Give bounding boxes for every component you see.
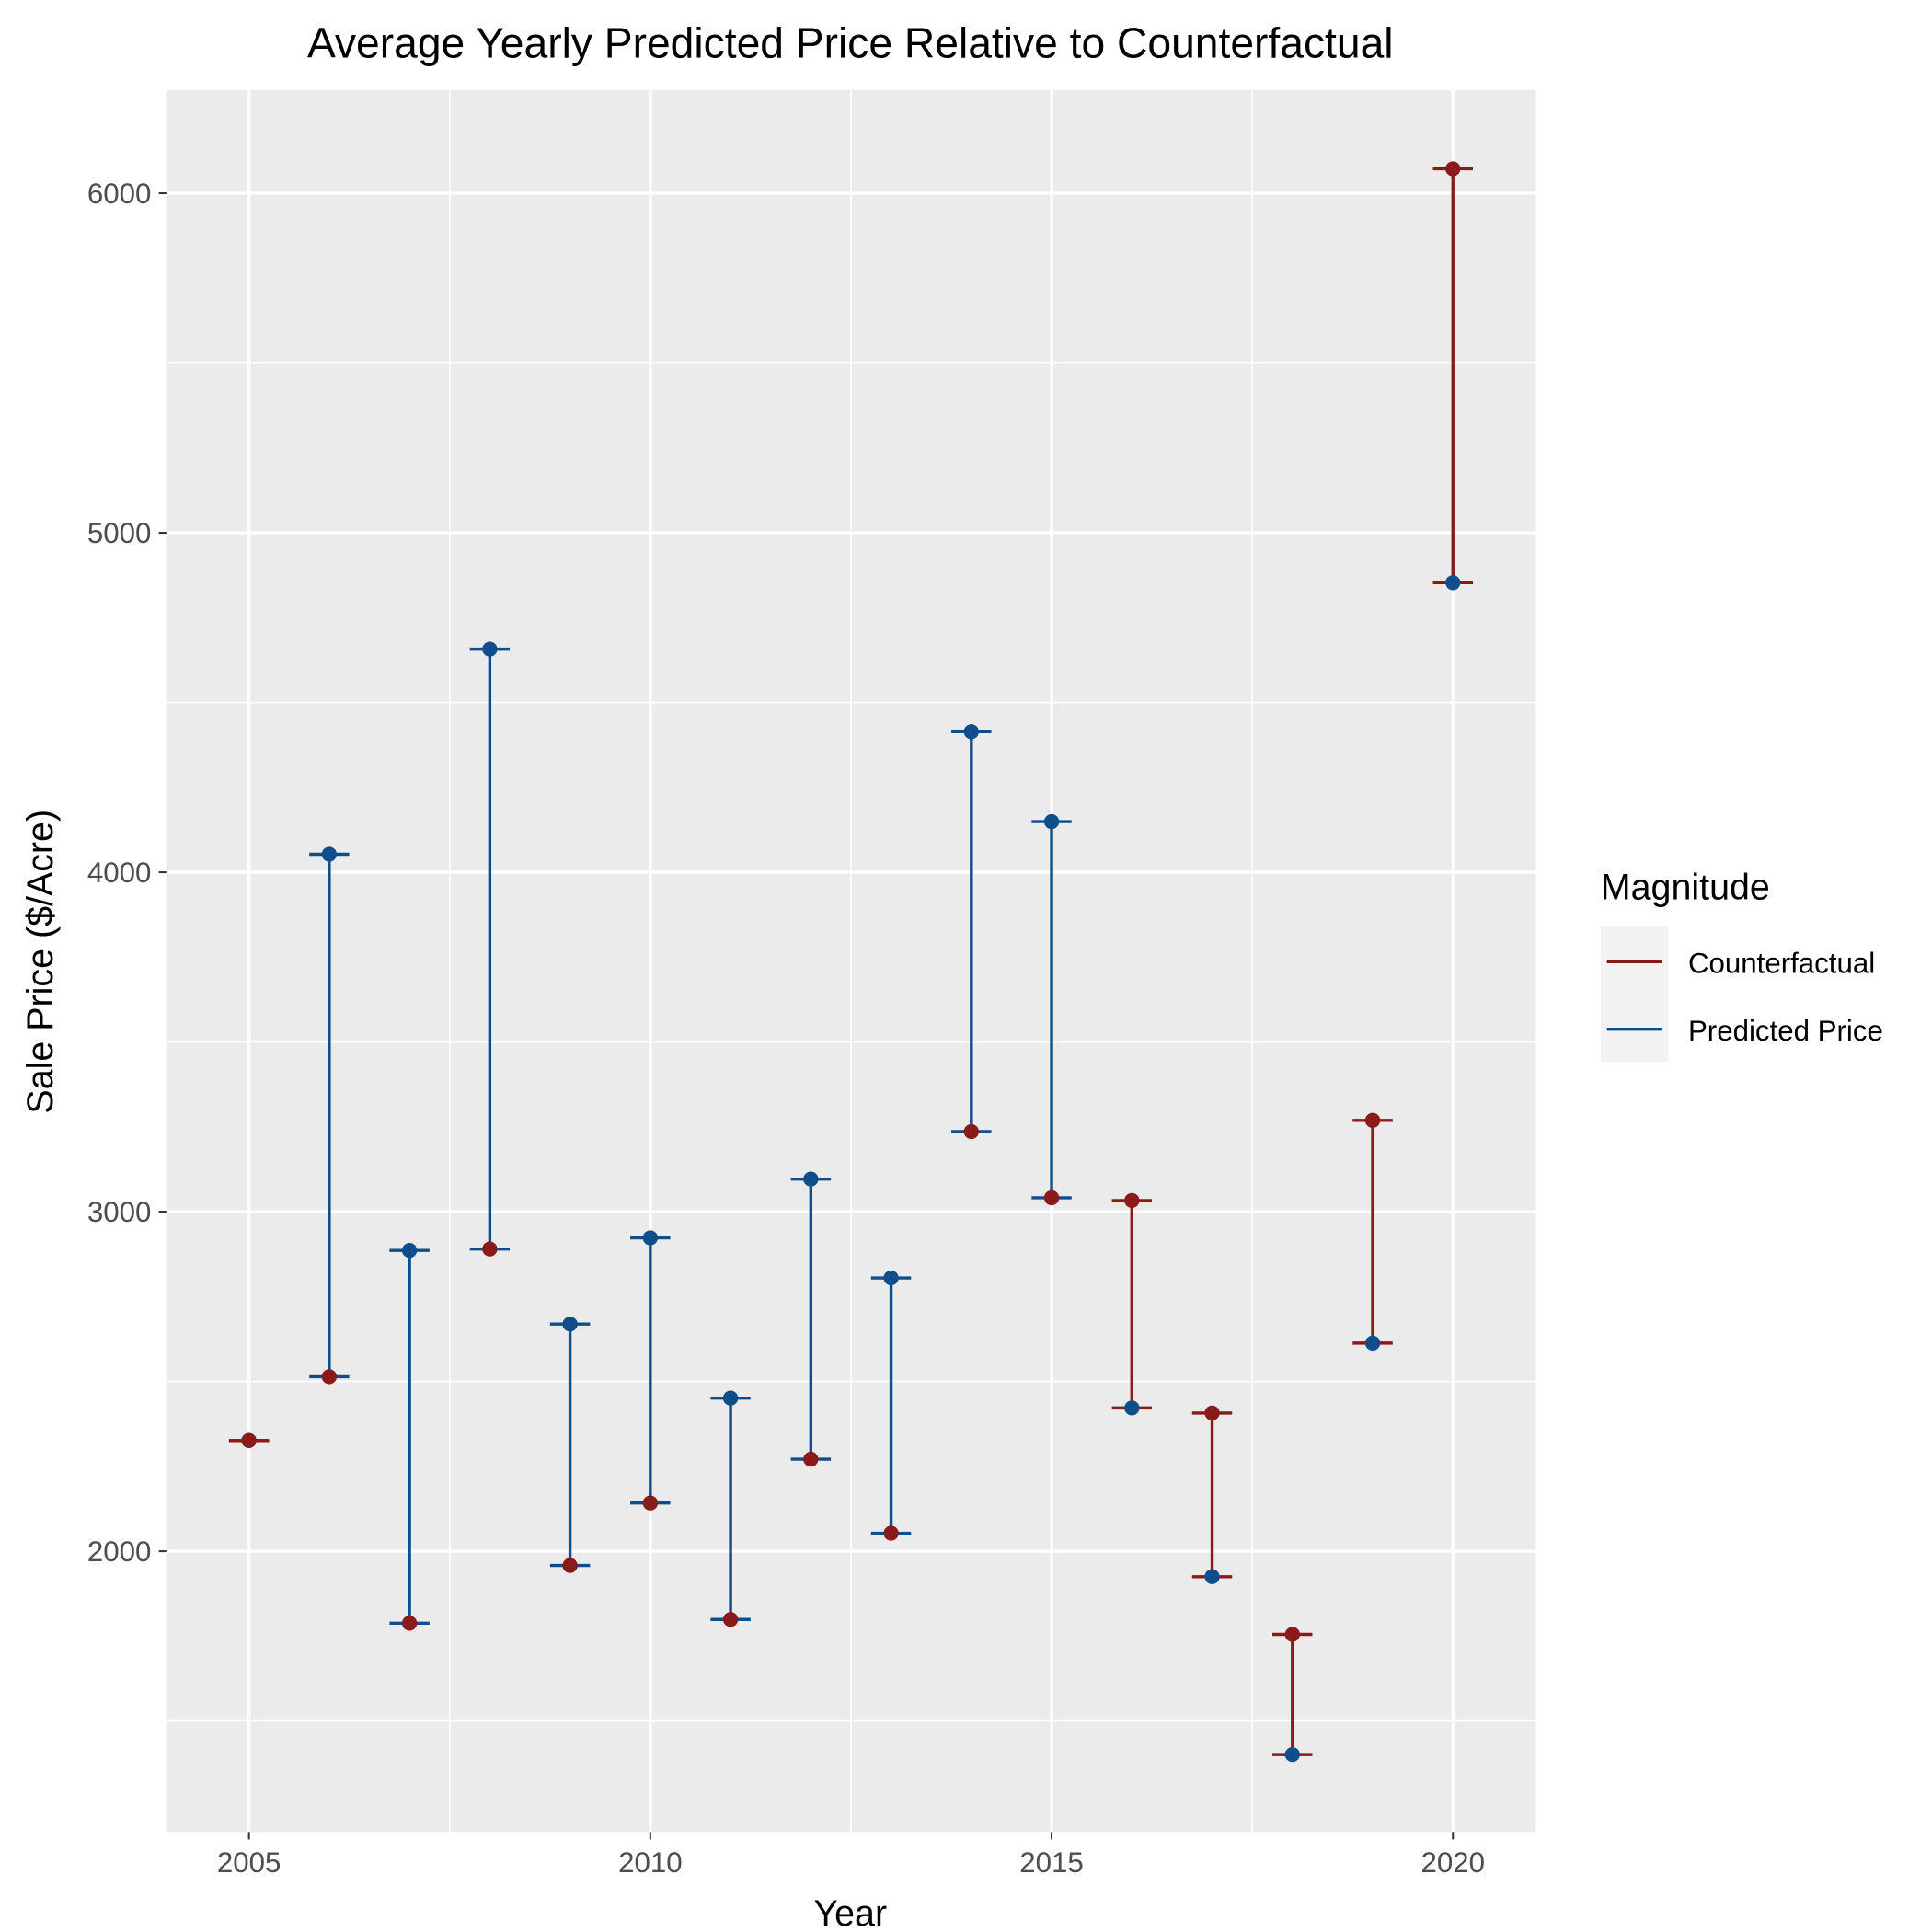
y-tick-label: 2000 [87,1535,152,1568]
counterfactual-point [401,1616,418,1631]
predicted-price-point [1043,813,1060,830]
counterfactual-point [562,1558,578,1573]
counterfactual-point [1204,1405,1220,1421]
legend-title: Magnitude [1601,867,1770,907]
predicted-price-point [803,1171,819,1187]
x-axis-label: Year [813,1893,887,1932]
y-axis-label: Sale Price ($/Acre) [20,810,61,1114]
predicted-price-point [1124,1400,1140,1416]
predicted-price-point [1204,1569,1220,1584]
x-tick-label: 2010 [618,1846,683,1879]
predicted-price-point [1364,1335,1381,1351]
x-tick-label: 2020 [1421,1846,1486,1879]
predicted-price-point [642,1230,659,1246]
counterfactual-point [241,1432,257,1448]
counterfactual-point [1124,1192,1140,1209]
predicted-price-point [321,846,338,862]
counterfactual-point [1445,161,1461,177]
counterfactual-point [803,1451,819,1467]
y-axis: 2000 3000 4000 5000 6000 [87,178,167,1568]
predicted-price-point [722,1390,739,1406]
legend-key-bg [1600,926,1669,1062]
predicted-price-point [963,724,979,740]
y-tick-label: 4000 [87,857,152,889]
counterfactual-point [1364,1112,1381,1128]
legend-label-counterfactual: Counterfactual [1688,947,1875,979]
counterfactual-point [883,1525,899,1541]
legend-label-predicted-price: Predicted Price [1688,1015,1883,1047]
counterfactual-point [642,1495,659,1511]
y-tick-label: 5000 [87,517,152,549]
x-tick-label: 2005 [217,1846,282,1879]
x-tick-label: 2015 [1019,1846,1084,1879]
y-tick-label: 6000 [87,178,152,210]
predicted-price-point [1284,1746,1300,1763]
counterfactual-point [963,1123,979,1140]
data-marks [228,161,1474,1763]
counterfactual-point [1284,1627,1300,1642]
counterfactual-point [482,1241,498,1257]
predicted-price-point [562,1317,578,1332]
predicted-price-point [883,1270,899,1286]
predicted-price-point [1445,575,1461,591]
legend: Magnitude Counterfactual Predicted Price [1600,867,1883,1062]
counterfactual-point [321,1369,338,1385]
x-axis: 2005 2010 2015 2020 [217,1832,1486,1879]
y-tick-label: 3000 [87,1196,152,1228]
predicted-price-point [482,641,498,657]
counterfactual-point [722,1612,739,1627]
chart-title: Average Yearly Predicted Price Relative … [307,19,1394,67]
counterfactual-point [1043,1190,1060,1206]
predicted-price-point [401,1242,418,1259]
